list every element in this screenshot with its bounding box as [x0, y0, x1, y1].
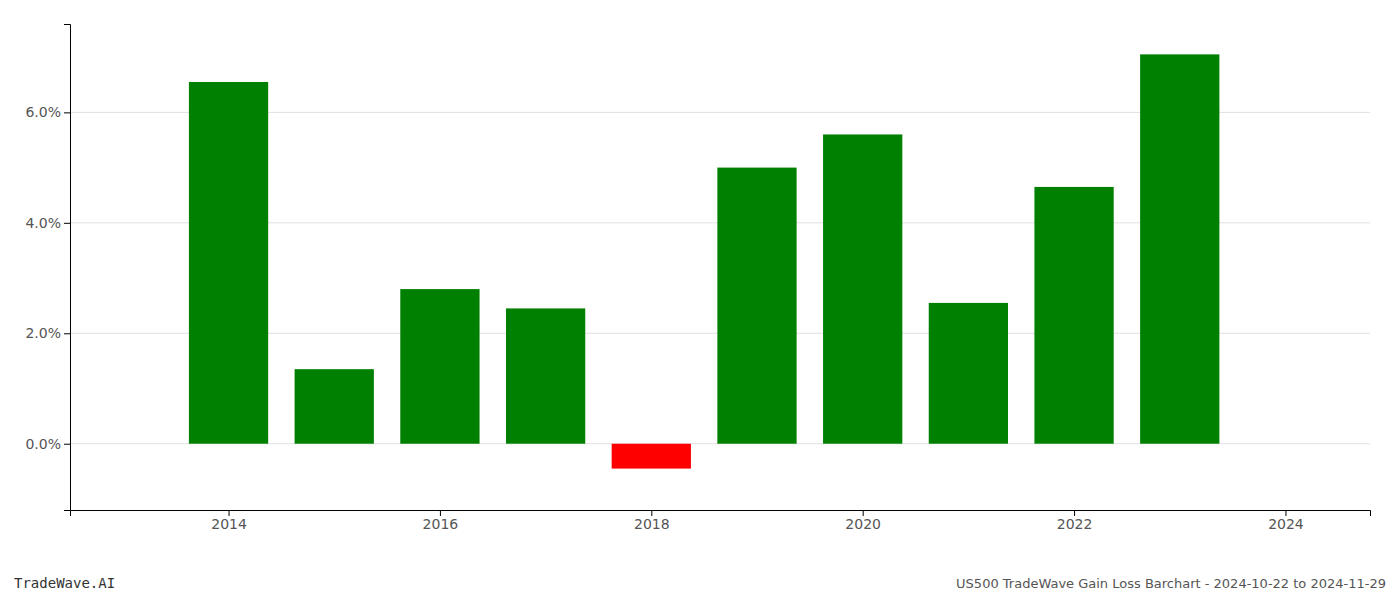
x-tick-label: 2018 [634, 516, 670, 532]
x-tick-label: 2014 [211, 516, 247, 532]
y-tick-label: 4.0% [25, 215, 61, 231]
x-tick: 2024 [1268, 510, 1304, 532]
x-tick-label: 2016 [423, 516, 459, 532]
x-tick: 2020 [845, 510, 881, 532]
y-tick-mark [64, 223, 70, 224]
x-tick-label: 2024 [1268, 516, 1304, 532]
y-tick-mark [64, 333, 70, 334]
x-axis: 2014 2016 2018 2020 2022 2024 [71, 510, 1371, 532]
y-tick-mark [64, 112, 70, 113]
bar [717, 168, 796, 444]
y-tick-mark [64, 444, 70, 445]
bar [400, 289, 479, 444]
bar [506, 308, 585, 443]
watermark: TradeWave.AI [14, 575, 115, 591]
y-axis-line [64, 25, 71, 511]
x-tick: 2016 [423, 510, 459, 532]
y-tick-label: 2.0% [25, 325, 61, 341]
bar [295, 369, 374, 444]
x-tick: 2014 [211, 510, 247, 532]
y-tick: 6.0% [25, 104, 70, 120]
x-axis-line [71, 511, 1371, 517]
y-tick: 4.0% [25, 215, 70, 231]
bar [1140, 54, 1219, 443]
chart: 2014 2016 2018 2020 2022 2024 0.0% 2.0% 4.0% 6.0%… [0, 0, 1400, 600]
bars [189, 54, 1219, 468]
bar [823, 134, 902, 443]
x-tick-label: 2022 [1057, 516, 1093, 532]
y-axis: 0.0% 2.0% 4.0% 6.0% [25, 25, 70, 511]
y-tick: 2.0% [25, 325, 70, 341]
x-tick: 2018 [634, 510, 670, 532]
x-tick: 2022 [1057, 510, 1093, 532]
title: US500 TradeWave Gain Loss Barchart - 202… [956, 576, 1386, 591]
y-tick-label: 0.0% [25, 436, 61, 452]
bar [189, 82, 268, 444]
y-tick: 0.0% [25, 436, 70, 452]
y-tick-label: 6.0% [25, 104, 61, 120]
bar [612, 444, 691, 469]
bar [1034, 187, 1113, 444]
bar [929, 303, 1008, 444]
x-tick-label: 2020 [845, 516, 881, 532]
